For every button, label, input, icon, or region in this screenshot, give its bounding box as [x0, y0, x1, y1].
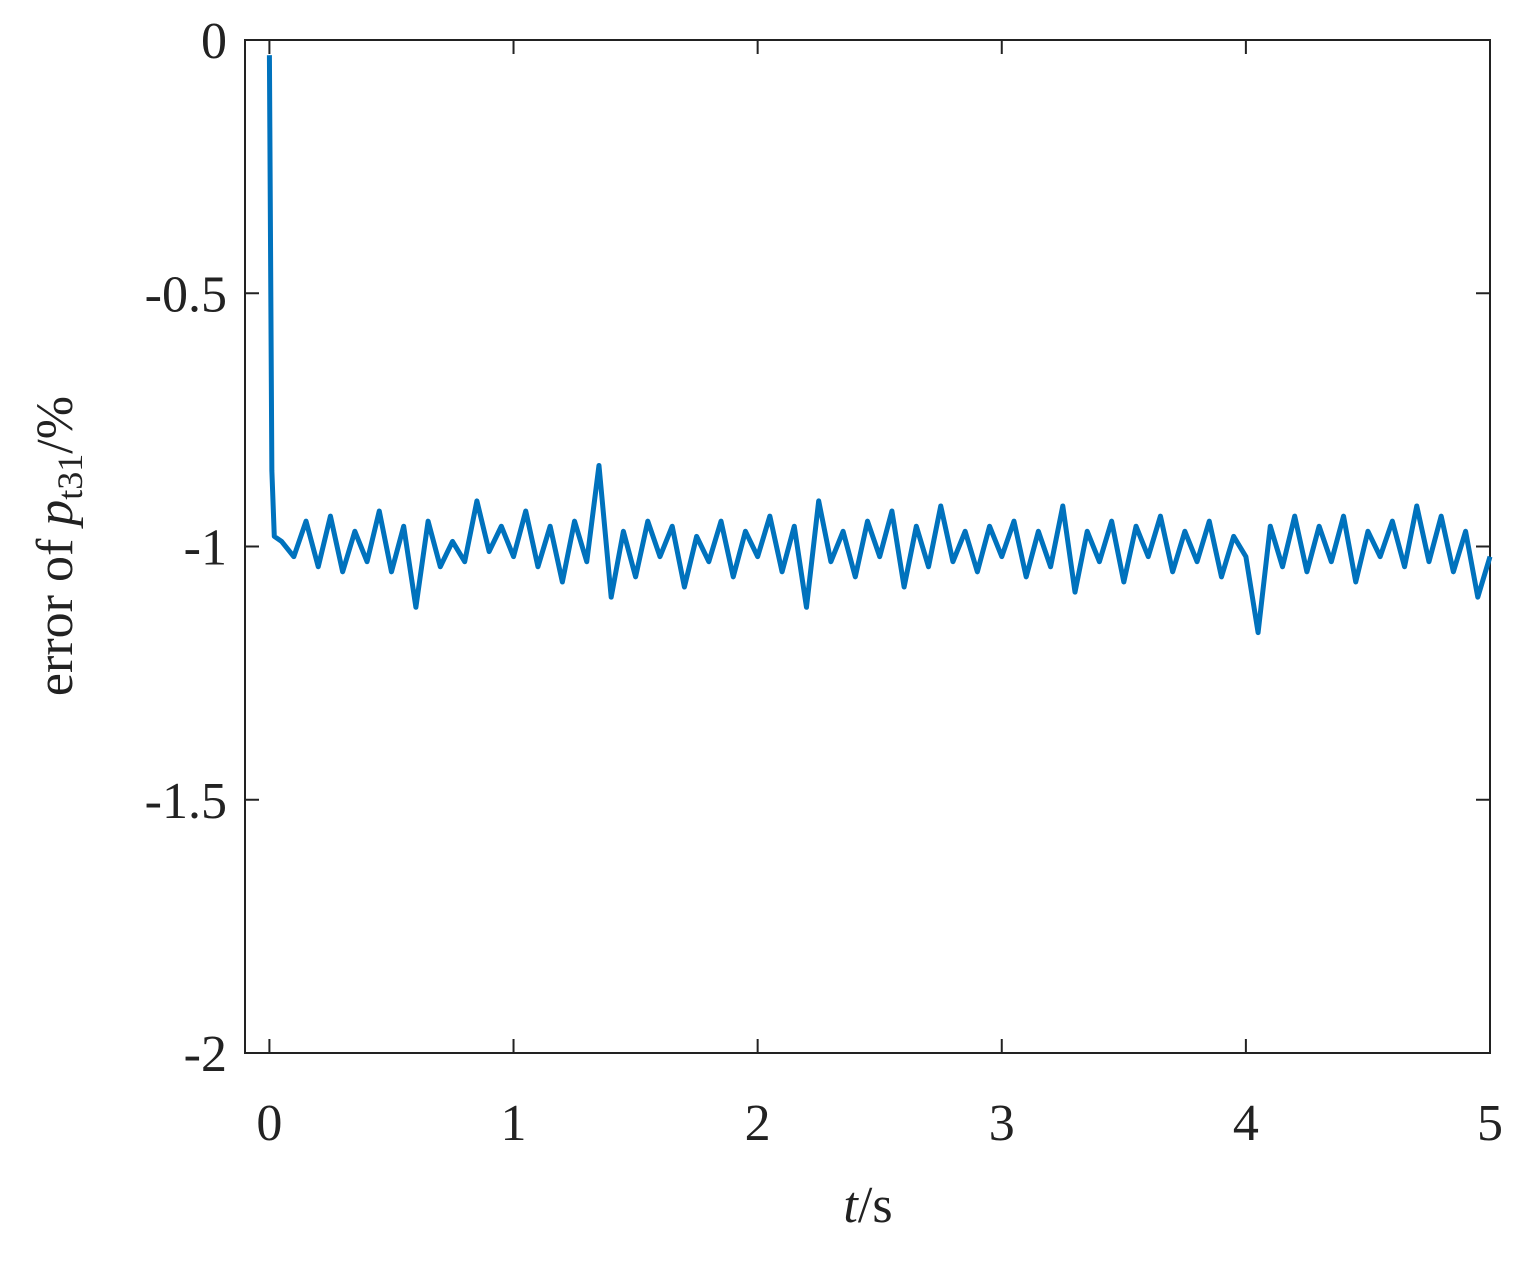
y-tick-label: 0 [201, 13, 227, 70]
data-line [266, 55, 1493, 636]
y-label-subscript: t31 [50, 454, 90, 500]
x-tick-label: 1 [501, 1095, 527, 1152]
x-label-variable: t [843, 1177, 859, 1234]
x-axis-label: t/s [843, 1177, 892, 1234]
x-tick-label: 2 [745, 1095, 771, 1152]
y-tick-label: -2 [184, 1026, 227, 1083]
y-tick-label: -0.5 [145, 266, 227, 323]
y-tick-label: -1 [184, 520, 227, 577]
y-axis-label-group: error of pt31/% [27, 396, 90, 696]
y-label-unit: /% [27, 396, 84, 454]
x-tick-label: 3 [989, 1095, 1015, 1152]
y-axis-label: error of pt31/% [27, 396, 90, 696]
y-label-variable: p [27, 500, 84, 530]
x-label-unit: /s [858, 1177, 893, 1234]
x-tick-label: 4 [1233, 1095, 1259, 1152]
x-tick-label: 0 [256, 1095, 282, 1152]
y-label-prefix: error of [27, 526, 84, 696]
y-tick-label: -1.5 [145, 773, 227, 830]
x-tick-label: 5 [1477, 1095, 1503, 1152]
